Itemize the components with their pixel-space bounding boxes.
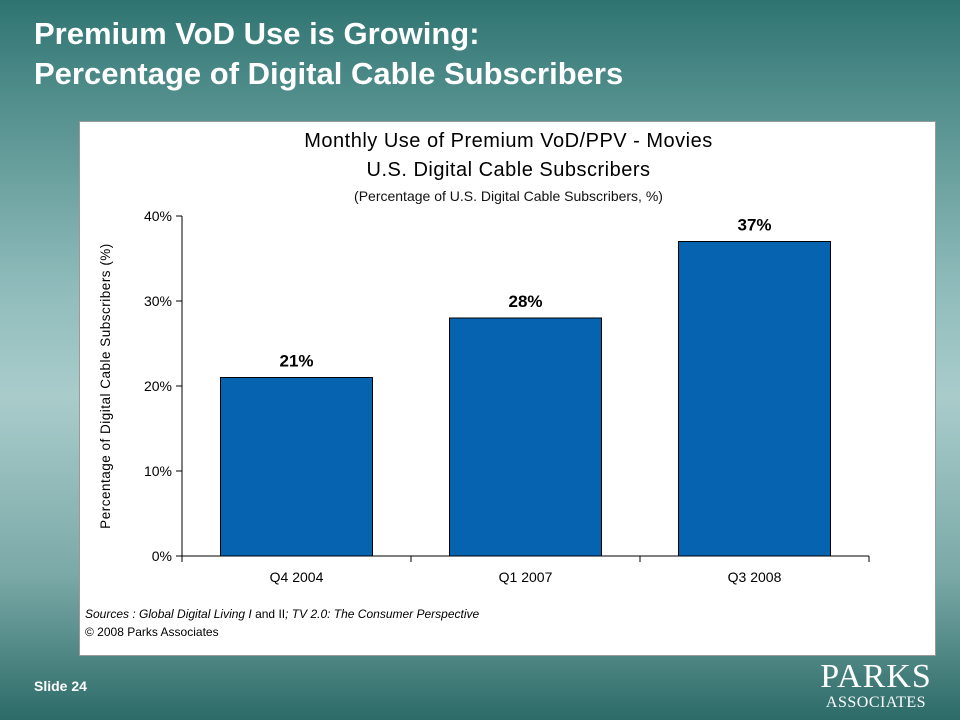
x-tick-label: Q1 2007 xyxy=(499,569,553,585)
y-tick-label: 0% xyxy=(152,548,172,564)
copyright-note: © 2008 Parks Associates xyxy=(85,625,219,639)
y-tick-label: 20% xyxy=(144,378,172,394)
data-label: 37% xyxy=(737,216,771,235)
y-axis-label: Percentage of Digital Cable Subscribers … xyxy=(98,243,113,529)
chart-title: Monthly Use of Premium VoD/PPV - Movies xyxy=(304,130,713,152)
y-tick-label: 10% xyxy=(144,463,172,479)
y-tick-label: 30% xyxy=(144,293,172,309)
source-text-2: and II xyxy=(251,607,286,621)
chart-panel: Monthly Use of Premium VoD/PPV - Movies … xyxy=(79,121,936,656)
data-label: 21% xyxy=(279,352,313,371)
bar-q1-2007 xyxy=(449,317,602,557)
bar-q3-2008 xyxy=(678,241,831,557)
source-note: Sources : Global Digital Living I and II… xyxy=(85,607,479,621)
source-text-1: Sources : Global Digital Living I xyxy=(85,607,252,621)
data-label: 28% xyxy=(508,292,542,311)
logo-line-1: PARKS xyxy=(820,658,932,695)
slide-number: Slide 24 xyxy=(34,678,87,694)
chart-subtitle: U.S. Digital Cable Subscribers xyxy=(366,159,651,181)
bar-q4-2004 xyxy=(220,377,373,557)
x-tick-label: Q3 2008 xyxy=(728,569,782,585)
source-text-3: ; TV 2.0: The Consumer Perspective xyxy=(285,607,480,621)
y-tick-label: 40% xyxy=(144,208,172,224)
slide-title: Premium VoD Use is Growing: Percentage o… xyxy=(34,14,623,94)
slide-title-line-2: Percentage of Digital Cable Subscribers xyxy=(34,56,624,91)
bar-chart: 0% 10% 20% 30% 40% Percentage of Digital Cabl… xyxy=(98,208,870,585)
slide-title-line-1: Premium VoD Use is Growing: xyxy=(34,16,480,51)
logo-line-2: ASSOCIATES xyxy=(825,694,927,711)
chart-subsubtitle: (Percentage of U.S. Digital Cable Subscr… xyxy=(354,188,663,204)
x-tick-label: Q4 2004 xyxy=(270,569,324,585)
parks-associates-logo: PARKS ASSOCIATES xyxy=(814,660,938,711)
